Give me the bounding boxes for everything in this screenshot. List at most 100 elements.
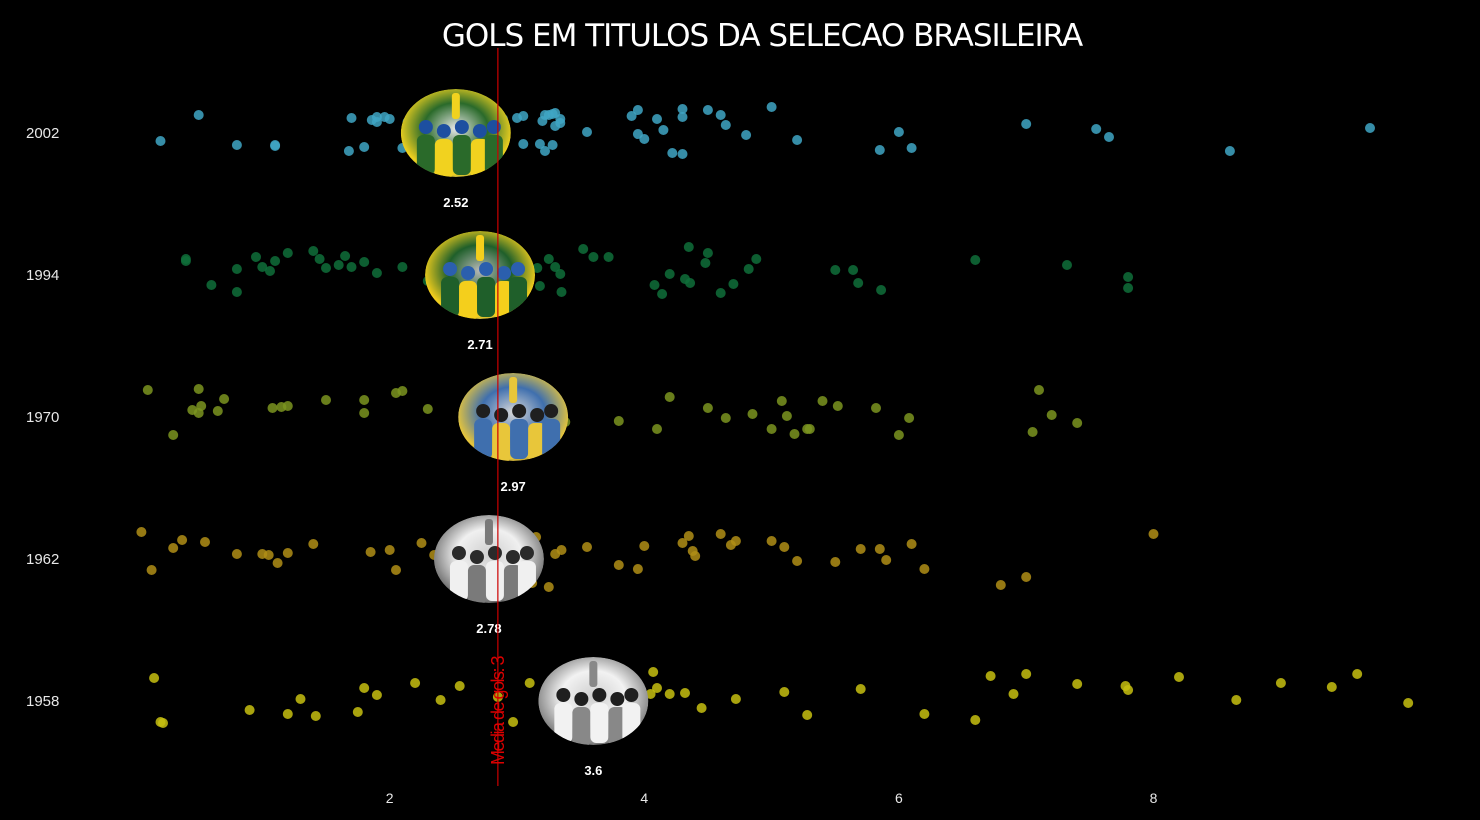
data-point-1994-14 — [265, 266, 275, 276]
data-point-1962-25 — [582, 542, 592, 552]
data-point-1970-36 — [789, 429, 800, 439]
data-point-1958-9 — [371, 690, 382, 700]
data-point-2002-61 — [874, 145, 885, 155]
data-point-1958-37 — [1120, 681, 1131, 691]
photo-figure-body — [572, 707, 591, 745]
photo-trophy — [484, 519, 493, 545]
data-point-2002-0 — [193, 110, 204, 120]
data-point-1994-58 — [1123, 272, 1134, 282]
data-point-1962-30 — [677, 538, 688, 548]
photo-figure-body — [459, 281, 478, 319]
data-point-1994-16 — [346, 262, 357, 272]
year-label-1970: 1970 — [26, 409, 59, 426]
data-point-2002-43 — [582, 127, 592, 137]
mean-label-1970: 2.97 — [500, 479, 525, 494]
data-point-1994-15 — [340, 251, 351, 261]
data-point-1970-9 — [276, 402, 287, 412]
data-point-1958-23 — [645, 689, 656, 699]
data-point-1958-20 — [648, 667, 659, 677]
data-point-1994-55 — [970, 255, 981, 265]
data-point-2002-47 — [766, 102, 777, 112]
data-point-2002-42 — [715, 110, 726, 120]
photo-figure-body — [467, 565, 486, 603]
photo-layer — [400, 89, 649, 745]
data-point-1994-44 — [657, 289, 668, 299]
photo-figure-head — [443, 262, 458, 276]
photo-figure-body — [416, 135, 435, 175]
pele-shoulders-photo-icon — [458, 373, 569, 461]
data-point-1970-33 — [781, 411, 792, 421]
data-point-2002-33 — [540, 146, 550, 156]
pele-waving-bw-photo-icon — [538, 657, 649, 745]
data-point-1958-3 — [155, 717, 166, 727]
data-point-2002-64 — [1365, 123, 1375, 133]
data-point-1958-39 — [1231, 695, 1242, 705]
data-point-1994-18 — [333, 260, 344, 270]
data-point-1994-39 — [715, 288, 726, 298]
photo-trophy — [509, 377, 518, 403]
photo-figure-body — [449, 561, 468, 601]
data-point-2002-39 — [270, 140, 281, 150]
data-point-1994-10 — [359, 257, 370, 267]
data-point-1970-14 — [359, 408, 370, 418]
data-point-1958-29 — [855, 684, 866, 694]
data-point-1958-6 — [310, 711, 321, 721]
data-point-1962-0 — [136, 527, 147, 537]
data-point-1970-27 — [652, 424, 662, 434]
mean-label-1962: 2.78 — [476, 621, 501, 636]
data-point-1958-31 — [919, 709, 930, 719]
data-point-1962-23 — [543, 582, 554, 592]
year-label-1994: 1994 — [26, 267, 59, 284]
photo-figure-head — [418, 120, 433, 134]
data-point-1962-46 — [995, 580, 1006, 590]
data-point-1994-17 — [397, 262, 408, 272]
trophy-raise-bw-photo-icon — [433, 515, 544, 603]
photo-figure-body — [495, 281, 514, 319]
chart-title: GOLS EM TITULOS DA SELECAO BRASILEIRA — [442, 18, 1083, 54]
photo-figure-head — [511, 262, 526, 276]
photo-figure-body — [492, 423, 511, 461]
data-point-1958-40 — [1275, 678, 1286, 688]
photo-figure-head — [454, 120, 469, 134]
data-point-1994-3 — [257, 262, 268, 272]
data-point-1958-11 — [435, 695, 446, 705]
year-label-1958: 1958 — [26, 693, 59, 710]
data-point-1958-34 — [1021, 669, 1032, 679]
data-point-1958-30 — [970, 715, 981, 725]
data-point-2002-62 — [792, 135, 803, 145]
team-celebration-photo-icon — [425, 231, 536, 319]
data-point-1958-35 — [1072, 679, 1083, 689]
data-point-2002-3 — [346, 113, 357, 123]
photo-trophy — [476, 235, 485, 261]
x-tick-label-6: 6 — [895, 790, 903, 806]
data-point-2002-50 — [632, 105, 643, 115]
data-point-1970-40 — [871, 403, 881, 413]
data-point-1958-2 — [244, 705, 255, 715]
photo-figure-head — [469, 550, 484, 564]
data-point-1994-50 — [751, 254, 762, 264]
data-point-2002-38 — [371, 112, 382, 122]
mean-label-1994: 2.71 — [467, 337, 492, 352]
data-point-1958-7 — [352, 707, 363, 717]
data-point-1962-3 — [146, 565, 157, 575]
data-point-2002-54 — [632, 129, 643, 139]
data-point-1994-31 — [578, 244, 589, 254]
data-point-2002-56 — [626, 111, 637, 121]
data-point-1958-21 — [652, 683, 662, 693]
data-point-2002-60 — [1021, 119, 1032, 129]
data-point-1970-44 — [1034, 385, 1044, 395]
photo-figure-head — [476, 404, 491, 418]
data-point-1962-43 — [874, 544, 885, 554]
data-point-1962-33 — [690, 551, 701, 561]
data-point-2002-55 — [658, 125, 669, 135]
photo-trophy — [451, 93, 460, 119]
data-point-1970-11 — [267, 403, 278, 413]
labels-layer: 2002 2.52 1994 2.71 1970 2.97 1962 2.78 1958 3.6 2… — [26, 125, 1158, 806]
data-point-1970-12 — [359, 395, 370, 405]
data-point-1962-11 — [365, 547, 376, 557]
x-tick-label-8: 8 — [1150, 790, 1158, 806]
photo-figure-body — [590, 703, 609, 743]
reference-line-layer: Media de gols: 3 — [488, 48, 508, 786]
